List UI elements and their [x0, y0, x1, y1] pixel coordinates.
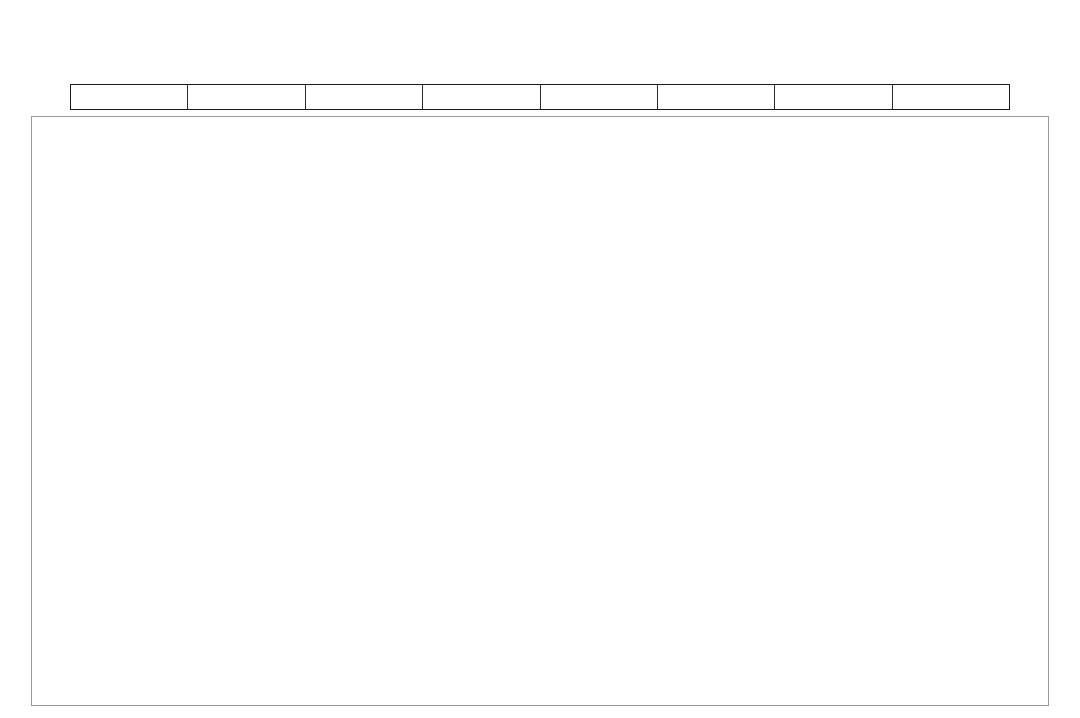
colorbar-tick-labels — [70, 64, 1010, 82]
colorbar — [70, 64, 1010, 114]
map-svg — [32, 117, 1048, 705]
map-background — [32, 117, 1048, 705]
colorbar-swatch-4-6 — [306, 85, 424, 109]
colorbar-swatch-8-10 — [541, 85, 658, 109]
colorbar-swatch-15-20 — [893, 85, 1009, 109]
map-canvas[interactable] — [31, 116, 1049, 706]
colorbar-swatch-2-4 — [188, 85, 306, 109]
colorbar-swatches — [70, 84, 1010, 110]
colorbar-swatch-1-2 — [71, 85, 189, 109]
colorbar-swatch-10-12 — [658, 85, 776, 109]
colorbar-swatch-6-8 — [423, 85, 541, 109]
colorbar-swatch-12-15 — [775, 85, 893, 109]
